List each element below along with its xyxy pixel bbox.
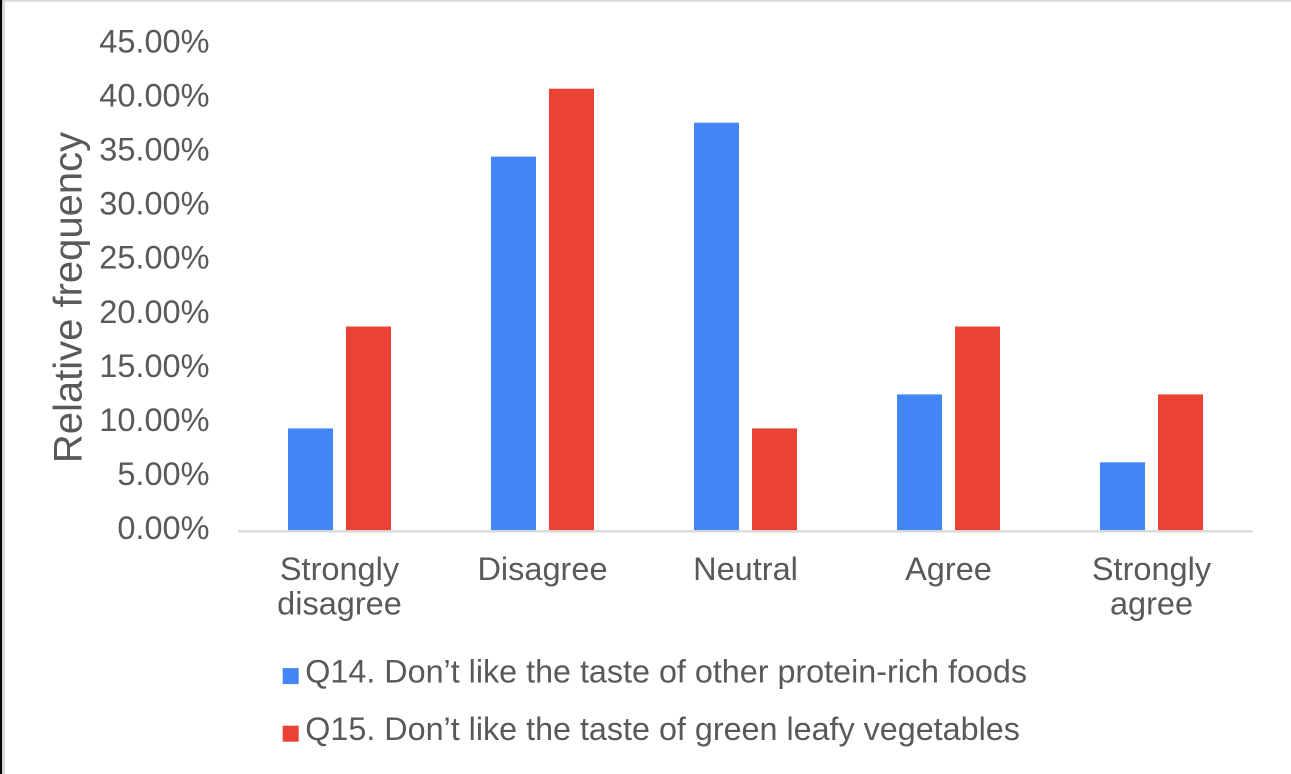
svg-text:20.00%: 20.00% bbox=[99, 294, 209, 330]
svg-text:disagree: disagree bbox=[277, 586, 402, 622]
svg-text:Agree: Agree bbox=[905, 551, 992, 587]
svg-text:10.00%: 10.00% bbox=[99, 402, 209, 438]
svg-text:Q14. Don’t like the taste of o: Q14. Don’t like the taste of other prote… bbox=[305, 654, 1027, 690]
svg-text:35.00%: 35.00% bbox=[99, 132, 209, 168]
svg-text:45.00%: 45.00% bbox=[99, 24, 209, 60]
svg-text:Strongly: Strongly bbox=[280, 551, 400, 587]
svg-text:30.00%: 30.00% bbox=[99, 186, 209, 222]
svg-text:Q15. Don’t like the taste of g: Q15. Don’t like the taste of green leafy… bbox=[305, 711, 1020, 747]
svg-text:25.00%: 25.00% bbox=[99, 240, 209, 276]
svg-text:0.00%: 0.00% bbox=[117, 510, 209, 546]
svg-text:15.00%: 15.00% bbox=[99, 348, 209, 384]
svg-text:40.00%: 40.00% bbox=[99, 78, 209, 114]
svg-text:agree: agree bbox=[1110, 586, 1193, 622]
svg-text:Relative frequency: Relative frequency bbox=[47, 132, 91, 463]
svg-text:Neutral: Neutral bbox=[693, 551, 798, 587]
svg-text:5.00%: 5.00% bbox=[117, 456, 209, 492]
svg-text:Strongly: Strongly bbox=[1092, 551, 1212, 587]
svg-text:Disagree: Disagree bbox=[477, 551, 607, 587]
